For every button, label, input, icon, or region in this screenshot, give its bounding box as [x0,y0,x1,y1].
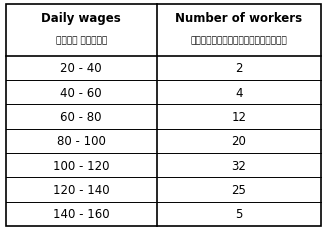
Text: 120 - 140: 120 - 140 [53,183,110,196]
Text: 32: 32 [232,159,246,172]
Text: Daily wages: Daily wages [41,12,121,25]
Text: ദിവസ വേതനം: ദിവസ വേതനം [56,36,107,46]
Text: 100 - 120: 100 - 120 [53,159,110,172]
Text: 20: 20 [232,135,246,148]
Text: 60 - 80: 60 - 80 [60,110,102,123]
Text: 5: 5 [235,207,243,220]
Text: 25: 25 [232,183,246,196]
Text: 4: 4 [235,86,243,99]
Text: 20 - 40: 20 - 40 [60,62,102,75]
Text: 140 - 160: 140 - 160 [53,207,110,220]
Text: 40 - 60: 40 - 60 [60,86,102,99]
Text: 80 - 100: 80 - 100 [57,135,106,148]
Text: തൊഴിലാളികളുടെඎണ്ണം: തൊഴിലാളികളുടെඎണ്ണം [190,36,287,46]
Text: Number of workers: Number of workers [175,12,302,25]
Text: 2: 2 [235,62,243,75]
Text: 12: 12 [231,110,246,123]
